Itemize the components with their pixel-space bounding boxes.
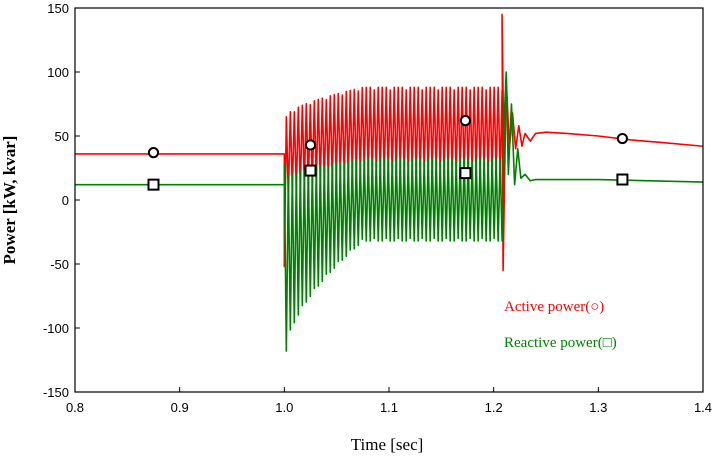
x-tick-label: 1.0 <box>275 400 293 415</box>
data-point-marker <box>616 132 629 145</box>
x-tick-label: 0.8 <box>66 400 84 415</box>
y-axis-ticks: -150 -100 -50 0 50 100 150 <box>43 1 80 400</box>
x-tick-label: 1.2 <box>485 400 503 415</box>
x-tick-label: 1.3 <box>589 400 607 415</box>
y-tick-label: -100 <box>43 321 69 336</box>
data-point-marker <box>304 139 317 151</box>
series-layer <box>75 13 704 352</box>
x-axis-ticks: 0.8 0.9 1.0 1.1 1.2 1.3 1.4 <box>66 387 712 415</box>
x-tick-label: 1.4 <box>694 400 712 415</box>
y-tick-label: -150 <box>43 385 69 400</box>
y-tick-label: 150 <box>47 1 69 16</box>
legend-active-power: Active power(○) <box>504 299 604 315</box>
x-tick-label: 1.1 <box>380 400 398 415</box>
data-point-marker <box>459 115 472 127</box>
marker-layer <box>147 115 629 191</box>
data-point-marker <box>459 167 472 180</box>
series-line-reactive-power <box>75 71 704 352</box>
y-axis-title: Power [kW, kvar] <box>0 136 19 265</box>
y-tick-label: -50 <box>50 257 69 272</box>
data-point-marker <box>304 164 317 177</box>
legend-reactive-power: Reactive power(□) <box>504 335 617 351</box>
y-tick-label: 100 <box>47 65 69 80</box>
x-axis-title: Time [sec] <box>351 435 424 454</box>
data-point-marker <box>616 173 629 186</box>
data-point-marker <box>147 178 160 191</box>
y-tick-label: 50 <box>55 129 69 144</box>
data-point-marker <box>147 147 160 159</box>
y-tick-label: 0 <box>62 193 69 208</box>
x-tick-label: 0.9 <box>171 400 189 415</box>
series-line-active-power <box>75 13 704 272</box>
